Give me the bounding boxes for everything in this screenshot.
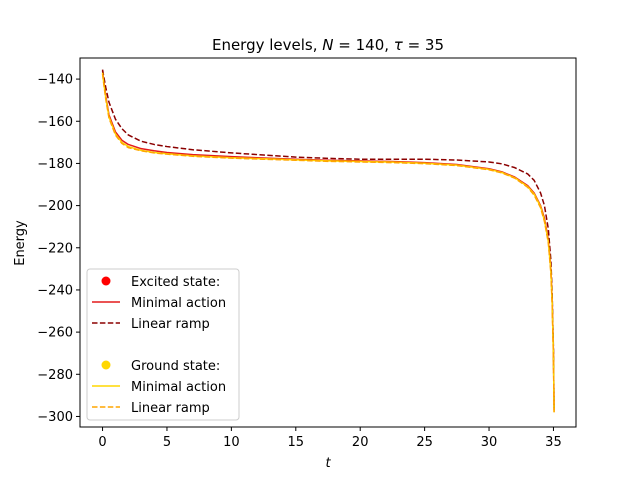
legend-excited-header: Excited state:	[131, 275, 220, 290]
x-tick-label: 20	[352, 435, 369, 450]
legend-ground-marker	[101, 360, 111, 370]
legend-excited-linear-label: Linear ramp	[131, 317, 210, 332]
x-tick-label: 35	[545, 435, 562, 450]
legend-ground-header: Ground state:	[131, 359, 220, 374]
x-tick-label: 15	[288, 435, 305, 450]
x-axis: 0 5 10 15 20 25 30 35	[98, 427, 562, 450]
y-tick-label: −260	[37, 326, 73, 341]
plot-frame	[79, 57, 577, 428]
y-tick-label: −200	[37, 199, 73, 214]
legend-excited-minimal-label: Minimal action	[131, 296, 226, 311]
y-tick-label: −140	[37, 73, 73, 88]
x-tick-label: 0	[98, 435, 106, 450]
series-layer	[101, 69, 555, 413]
y-tick-label: −240	[37, 283, 73, 298]
y-tick-label: −300	[37, 410, 73, 425]
x-tick-label: 5	[163, 435, 171, 450]
y-tick-label: −220	[37, 241, 73, 256]
y-tick-label: −160	[37, 115, 73, 130]
x-tick-label: 30	[481, 435, 498, 450]
legend-ground-linear-label: Linear ramp	[131, 401, 210, 416]
y-tick-label: −180	[37, 157, 73, 172]
x-tick-label: 25	[416, 435, 433, 450]
series-line-ground-linear	[101, 73, 555, 413]
plot-area	[101, 69, 555, 413]
legend-frame	[86, 268, 240, 421]
y-axis-label: Energy	[13, 220, 28, 266]
chart-title: Energy levels, N = 140, τ = 35	[212, 36, 444, 54]
x-axis-label: t	[325, 456, 331, 471]
y-tick-label: −280	[37, 368, 73, 383]
legend: Excited state: Minimal action Linear ram…	[86, 268, 240, 421]
legend-excited-marker	[101, 276, 111, 286]
legend-ground-minimal-label: Minimal action	[131, 380, 226, 395]
x-tick-label: 10	[223, 435, 240, 450]
y-axis: −140 −160 −180 −200 −220 −240 −260 −280 −300	[37, 73, 80, 425]
